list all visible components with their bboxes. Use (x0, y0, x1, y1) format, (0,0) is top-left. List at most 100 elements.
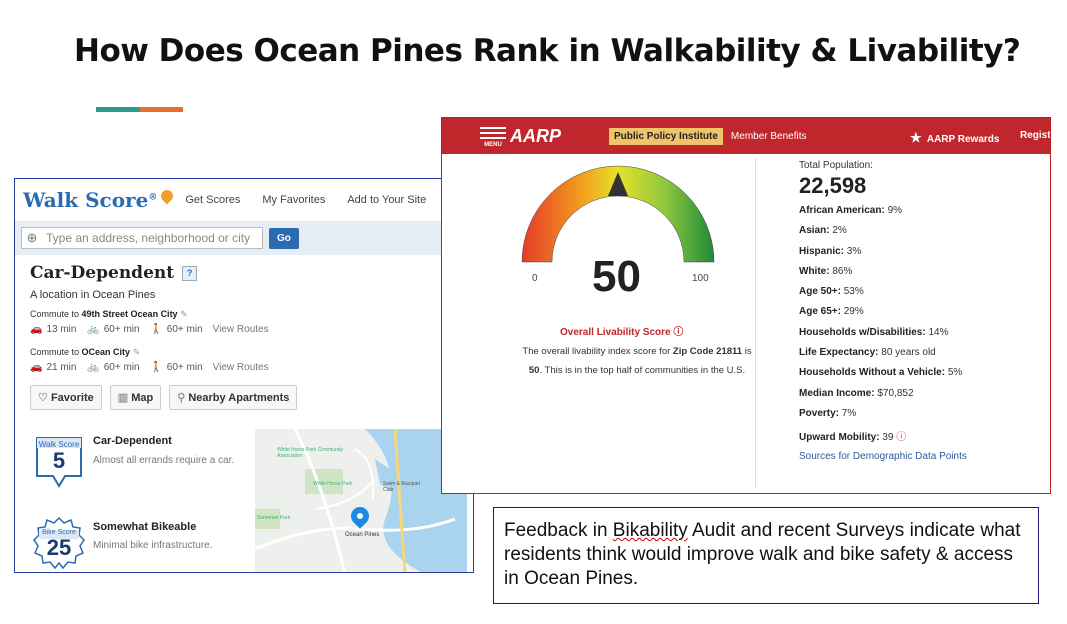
map-view[interactable]: White Horse Park Community Association W… (255, 429, 467, 572)
livability-description: The overall livability index score for Z… (522, 342, 752, 380)
score-label-text: Overall Livability Score (560, 327, 671, 338)
stat-row: White: 86% (799, 266, 967, 286)
demographic-stats: Total Population: 22,598 African America… (799, 160, 967, 462)
rewards-label: AARP Rewards (926, 134, 1000, 145)
walk-time: 60+ min (166, 362, 203, 373)
menu-button[interactable]: MENU (478, 124, 508, 148)
stat-row: Hispanic: 3% (799, 246, 967, 266)
view-routes-link[interactable]: View Routes (212, 362, 269, 373)
overall-livability-label: Overall Livability Score ⓘ (560, 323, 683, 338)
feedback-pre: Feedback in (504, 520, 613, 541)
score-heading: Car-Dependent ? (30, 263, 458, 283)
map-label: Swim & Racquet Club (383, 481, 420, 493)
search-icon: ⚲ (177, 392, 186, 404)
stat-value: 14% (928, 326, 949, 338)
desc-score: 50 (528, 365, 540, 376)
location-text: A location in Ocean Pines (30, 289, 156, 301)
stat-row: Poverty: 7% (799, 408, 967, 428)
commute-line-2: Commute to OCean City ✎ (30, 347, 458, 358)
heading-text: Car-Dependent (30, 263, 175, 283)
nav-add-to-site[interactable]: Add to Your Site (347, 194, 427, 206)
car-time: 21 min (46, 362, 77, 373)
bike-score-value: 25 (46, 535, 72, 560)
heart-icon: ♡ (38, 392, 48, 404)
walk-icon: 🚶 (150, 324, 163, 335)
public-policy-institute-link[interactable]: Public Policy Institute (609, 127, 723, 145)
aarp-panel: MENU AARP Public Policy Institute Member… (441, 117, 1051, 494)
bike-score-label: Bike Score (42, 529, 76, 536)
stat-value: 9% (887, 205, 903, 216)
search-input[interactable]: ⊕ Type an address, neighborhood or city (21, 227, 263, 249)
stat-value: $70,852 (877, 387, 914, 399)
hamburger-icon (480, 127, 506, 129)
go-button[interactable]: Go (269, 227, 299, 249)
stat-row: Asian: 2% (799, 225, 967, 245)
nav-get-scores[interactable]: Get Scores (185, 194, 241, 206)
view-routes-link[interactable]: View Routes (212, 324, 269, 335)
star-icon: ★ (910, 130, 922, 145)
stat-value: 3% (846, 245, 862, 257)
livability-gauge (521, 165, 715, 263)
search-placeholder: Type an address, neighborhood or city (46, 231, 251, 245)
info-icon[interactable]: ⓘ (896, 432, 907, 444)
stat-row: Upward Mobility: 39 ⓘ (799, 428, 967, 448)
walk-score-badge (36, 437, 82, 488)
panel-divider (755, 158, 756, 488)
map-label: White Horse Park Community Association (277, 447, 343, 459)
stat-value: 29% (843, 306, 864, 318)
walkscore-logo[interactable]: Walk Score® (23, 188, 158, 212)
map-label: Map (131, 392, 154, 404)
commute-prefix: Commute to (30, 347, 82, 357)
nearby-label: Nearby Apartments (188, 392, 290, 404)
commute-prefix: Commute to (30, 309, 82, 319)
car-icon: 🚗 (30, 362, 43, 373)
commute-line-1: Commute to 49th Street Ocean City ✎ (30, 309, 458, 320)
pencil-icon[interactable]: ✎ (180, 309, 188, 319)
crosshair-icon[interactable]: ⊕ (26, 230, 38, 245)
stat-row: Households w/Disabilities: 14% (799, 327, 967, 347)
walk-icon: 🚶 (150, 362, 163, 373)
desc-post: . This is in the top half of communities… (539, 365, 746, 376)
total-population-value: 22,598 (799, 173, 867, 198)
desc-pre: The overall livability index score for (522, 346, 673, 357)
accent-bar-teal (96, 107, 140, 112)
map-icon: ▥ (117, 392, 129, 404)
stat-label: Upward Mobility: (799, 432, 880, 444)
stat-label: Life Expectancy: (799, 347, 879, 359)
stat-value: 7% (841, 407, 857, 419)
pencil-icon[interactable]: ✎ (132, 347, 141, 357)
register-link[interactable]: Registe (1020, 130, 1051, 141)
nearby-apartments-button[interactable]: ⚲ Nearby Apartments (169, 385, 298, 410)
help-button[interactable]: ? (182, 265, 198, 281)
sources-link[interactable]: Sources for Demographic Data Points (799, 450, 967, 462)
bike-icon: 🚲 (87, 362, 100, 373)
aarp-logo[interactable]: AARP (510, 125, 562, 146)
desc-mid: is (742, 346, 752, 357)
feedback-bikability: Bikability (612, 520, 688, 541)
bike-score-badge (33, 517, 85, 569)
member-benefits-link[interactable]: Member Benefits (730, 130, 807, 142)
aarp-rewards-link[interactable]: ★ AARP Rewards (910, 130, 999, 146)
commute-destination[interactable]: 49th Street Ocean City (81, 309, 178, 319)
feedback-post: Audit and recent Surveys indicate what r… (504, 520, 1021, 589)
walkscore-header: Walk Score® Get Scores My Favorites Add … (15, 179, 473, 221)
walkscore-body: Car-Dependent ? A location in Ocean Pine… (15, 255, 473, 418)
bike-score-title: Somewhat Bikeable (93, 521, 197, 533)
stat-label: Hispanic: (799, 245, 845, 257)
map-button[interactable]: ▥ Map (109, 385, 162, 410)
commute-destination[interactable]: OCean City (81, 347, 131, 357)
map-graphic (255, 429, 467, 572)
stat-value: 39 (882, 432, 894, 444)
stat-label: Age 65+: (799, 306, 841, 318)
map-label: White Horse Park (313, 481, 353, 487)
map-label: Ocean Pines (345, 532, 380, 538)
menu-label: MENU (484, 142, 502, 148)
nav-my-favorites[interactable]: My Favorites (262, 194, 326, 206)
commute-times-1: 🚗 13 min 🚲 60+ min 🚶 60+ min View Routes (30, 324, 458, 335)
stat-row: Age 50+: 53% (799, 286, 967, 306)
favorite-button[interactable]: ♡ Favorite (30, 385, 102, 410)
info-icon[interactable]: ⓘ (673, 327, 684, 338)
gauge-max-label: 100 (692, 273, 709, 284)
stat-row: Age 65+: 29% (799, 306, 967, 326)
stat-row: Households Without a Vehicle: 5% (799, 367, 967, 387)
